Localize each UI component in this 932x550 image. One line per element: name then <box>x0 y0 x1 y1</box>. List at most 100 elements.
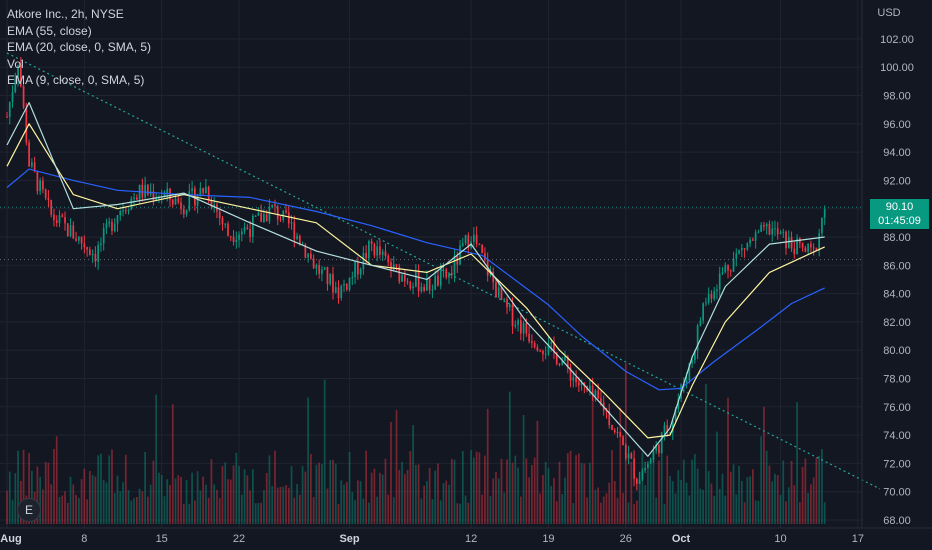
volume-bar <box>577 453 580 524</box>
candle-body <box>600 398 602 403</box>
candle-body <box>318 265 321 274</box>
candle-body <box>423 286 425 291</box>
volume-bar <box>315 464 318 524</box>
volume-bar <box>210 459 213 524</box>
price-tick-label: 84.00 <box>883 289 911 301</box>
volume-bar <box>506 459 508 524</box>
candle-body <box>812 247 815 249</box>
candle-body <box>199 188 202 197</box>
candle-body <box>97 245 100 262</box>
candle-body <box>72 225 75 239</box>
volume-bar <box>205 484 207 524</box>
volume-bar <box>575 455 577 524</box>
time-tick-label: 22 <box>233 533 245 545</box>
volume-bar <box>144 451 146 524</box>
volume-bar <box>810 484 812 524</box>
candle-body <box>75 238 77 241</box>
candle-body <box>94 253 97 262</box>
volume-bar <box>149 484 152 524</box>
candle-body <box>271 204 274 208</box>
price-axis[interactable]: 102.00100.0098.0096.0094.0092.0090.0088.… <box>861 0 914 528</box>
volume-bar <box>591 396 594 524</box>
volume-bar <box>547 468 550 524</box>
tradingview-logo-icon[interactable]: E <box>17 498 41 522</box>
candle-body <box>249 229 251 237</box>
legend-volume[interactable]: Vol <box>7 56 24 71</box>
volume-bar <box>611 450 613 524</box>
candle-body <box>508 304 511 308</box>
price-tick-label: 74.00 <box>883 430 911 442</box>
legend-ema9[interactable]: EMA (9, close, 0, SMA, 5) <box>7 73 145 87</box>
time-axis[interactable]: Aug 8 15 22 Sep 12 19 26 Oct 10 17 <box>0 527 932 545</box>
candle-body <box>453 255 456 275</box>
candle-body <box>738 250 740 254</box>
volume-bar <box>613 480 616 524</box>
volume-bar <box>290 466 293 524</box>
volume-bar <box>622 492 624 524</box>
candle-body <box>171 199 174 205</box>
current-price: 90.10 <box>885 201 914 214</box>
candle-body <box>304 244 307 258</box>
candle-body <box>575 377 577 383</box>
volume-bar <box>752 469 754 524</box>
legend-ema20[interactable]: EMA (20, close, 0, SMA, 5) <box>7 40 152 54</box>
candle-body <box>285 210 287 213</box>
candle-body <box>787 236 790 249</box>
candle-body <box>182 208 185 215</box>
candle-body <box>804 247 807 252</box>
volume-bar <box>246 475 249 524</box>
volume-bar <box>497 478 500 524</box>
candle-body <box>641 470 644 480</box>
volume-bar <box>257 503 260 524</box>
volume-bar <box>312 497 315 524</box>
volume-bar <box>384 458 387 524</box>
candle-body <box>716 289 718 292</box>
candle-body <box>133 197 135 199</box>
candle-body <box>205 186 207 194</box>
volume-bar <box>707 471 710 524</box>
volume-bar <box>785 501 787 524</box>
volume-bar <box>221 465 224 524</box>
volume-bar <box>500 458 503 524</box>
candle-body <box>647 463 649 468</box>
volume-bar <box>821 449 823 524</box>
volume-bar <box>757 500 760 524</box>
candle-body <box>102 228 105 244</box>
candle-body <box>381 251 384 255</box>
candle-body <box>519 320 522 334</box>
volume-bar <box>86 499 88 524</box>
volume-bar <box>768 465 771 524</box>
volume-bar <box>6 490 8 524</box>
price-tick-label: 102.00 <box>880 34 914 46</box>
volume-bar <box>64 491 66 524</box>
candle-body <box>591 385 594 397</box>
candle-body <box>558 363 561 365</box>
volume-bar <box>163 496 166 524</box>
volume-bar <box>409 451 412 524</box>
volume-bar <box>798 502 801 524</box>
candle-body <box>666 425 669 433</box>
volume-bar <box>481 494 484 524</box>
volume-bar <box>765 450 768 524</box>
volume-bar <box>638 472 641 524</box>
volume-bar <box>431 499 434 524</box>
price-tick-label: 88.00 <box>883 232 911 244</box>
volume-bar <box>406 469 409 524</box>
candle-body <box>398 266 401 282</box>
volume-bar <box>287 487 290 524</box>
volume-bar <box>39 476 42 524</box>
volume-bar <box>475 451 478 524</box>
candle-body <box>326 267 329 285</box>
candle-body <box>671 419 674 433</box>
volume-bar <box>66 502 69 524</box>
volume-bar <box>362 498 365 524</box>
volume-bar <box>489 495 492 524</box>
candle-body <box>80 236 83 244</box>
candle-body <box>368 241 370 259</box>
volume-bar <box>392 497 395 524</box>
volume-bar <box>14 473 17 524</box>
candle-body <box>188 191 191 211</box>
legend-ema55[interactable]: EMA (55, close) <box>7 23 92 38</box>
